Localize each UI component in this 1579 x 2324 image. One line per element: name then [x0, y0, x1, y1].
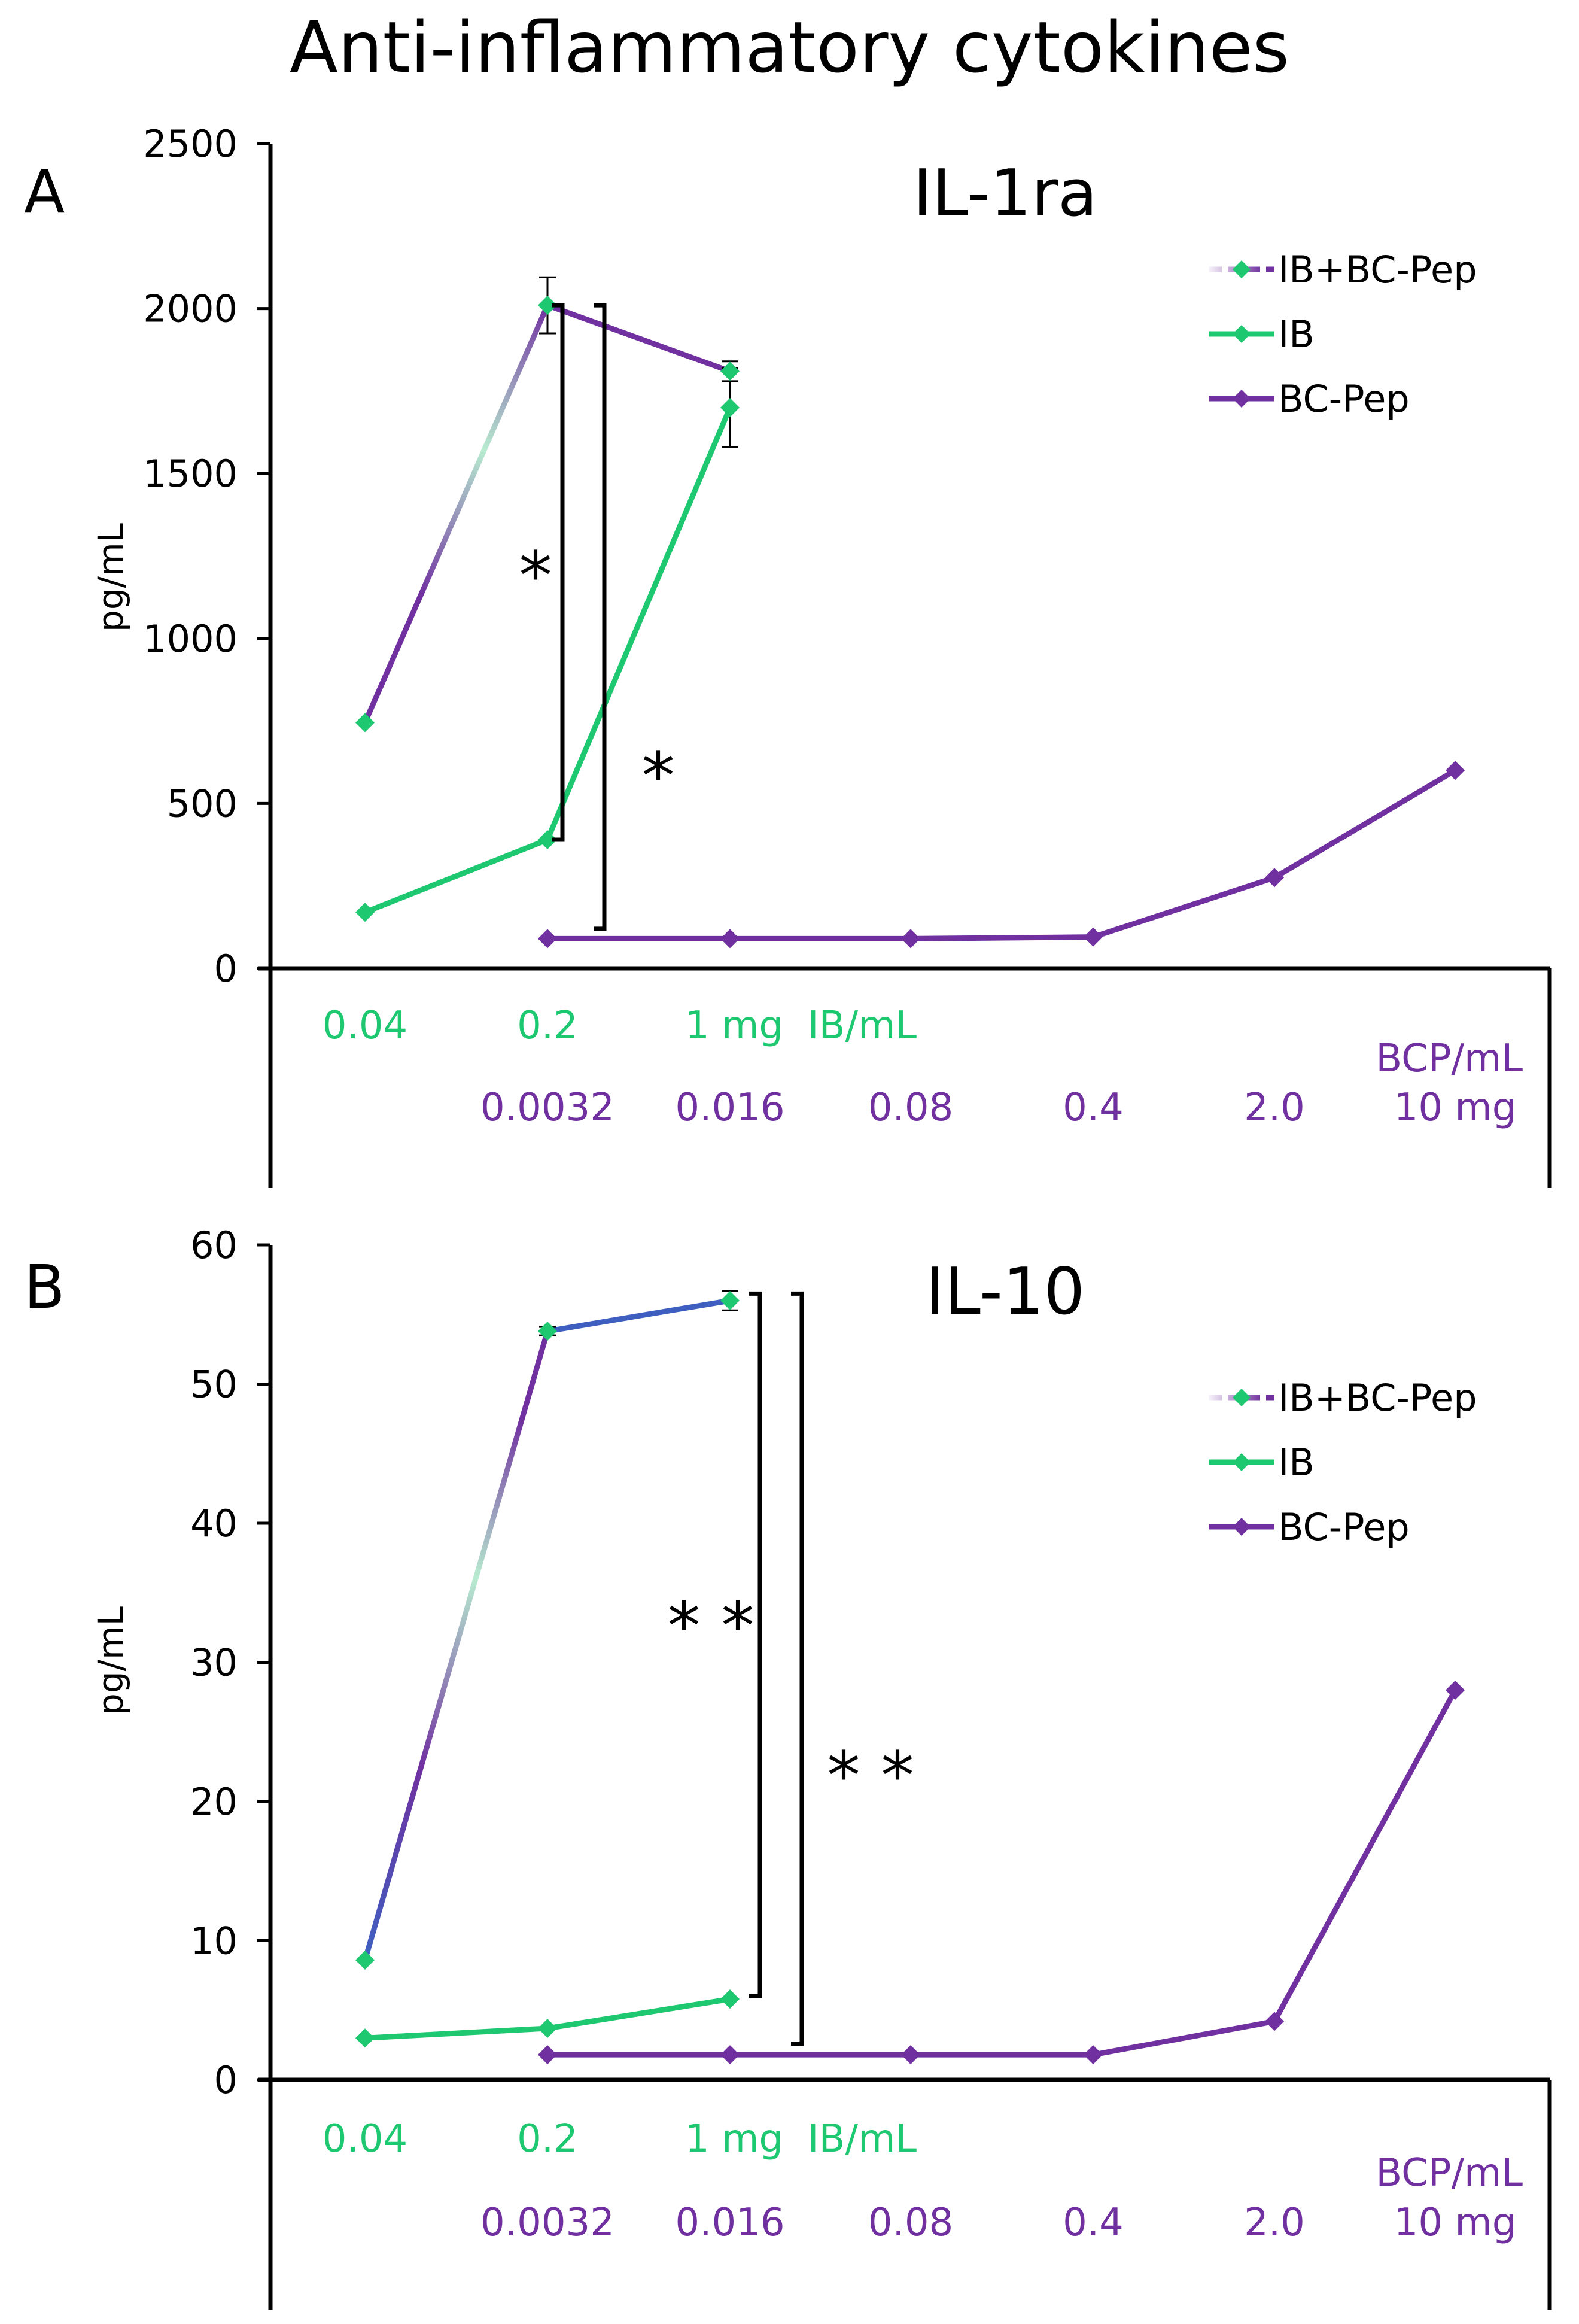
x-label-bcp: 0.08 — [868, 1086, 954, 1130]
legend-item-ib-marker — [1233, 325, 1251, 343]
point-bc-pep — [720, 2045, 740, 2065]
point-bc-pep — [1084, 2045, 1103, 2065]
x-label-bcp: 0.0032 — [480, 1086, 614, 1130]
point-bc-pep — [1084, 927, 1103, 947]
point-ib — [720, 397, 740, 417]
legend-item-ib-label: IB — [1278, 1441, 1315, 1484]
y-tick-label: 500 — [167, 782, 238, 825]
x-label-bcp: 0.08 — [868, 2201, 954, 2245]
y-axis-label: pg/mL — [90, 523, 131, 632]
point-bc-pep — [538, 2045, 557, 2065]
x-label-ib: 0.2 — [517, 1004, 578, 1048]
x-label-ib: 0.2 — [517, 2117, 578, 2161]
point-bc-pep — [538, 929, 557, 949]
panel-label: A — [24, 157, 65, 227]
legend-item-bc-pep-marker — [1233, 390, 1251, 408]
point-bc-pep — [720, 929, 740, 949]
x-label-bcp: 2.0 — [1244, 1086, 1305, 1130]
point-ib — [538, 830, 557, 850]
point-ib — [355, 903, 375, 922]
y-tick-label: 1500 — [143, 452, 238, 496]
point-ib — [355, 2028, 375, 2048]
point-bc-pep — [1446, 761, 1465, 780]
point-ib — [538, 2018, 557, 2038]
significance-label: * — [519, 537, 552, 614]
significance-bracket — [594, 303, 607, 931]
legend-item-bc-pep-marker — [1233, 1518, 1251, 1536]
y-tick-label: 0 — [214, 947, 238, 991]
y-tick-label: 60 — [190, 1223, 238, 1267]
legend-item-ib-marker — [1233, 1453, 1251, 1471]
point-ib-bc-pep — [720, 1291, 740, 1310]
x-label-bcp: 0.4 — [1063, 2201, 1124, 2245]
y-axis-label: pg/mL — [90, 1606, 131, 1715]
legend-item-ib-bc-pep-marker — [1233, 1389, 1251, 1406]
y-tick-label: 1000 — [143, 617, 238, 661]
y-tick-label: 2500 — [143, 122, 238, 166]
point-ib-bc-pep — [355, 713, 375, 733]
x-label-bcp: 0.016 — [675, 2201, 784, 2245]
y-tick-label: 50 — [190, 1363, 238, 1406]
significance-bracket — [791, 1291, 804, 2046]
point-ib-bc-pep — [538, 1322, 557, 1341]
series-line-bc-pep — [547, 1688, 1458, 2058]
point-bc-pep — [901, 929, 920, 949]
legend-item-bc-pep-label: BC-Pep — [1278, 377, 1410, 421]
y-tick-label: 2000 — [143, 287, 238, 331]
series-line-ib-bc-pep — [362, 1330, 550, 1961]
significance-bracket — [749, 1291, 762, 1998]
point-bc-pep — [901, 2045, 920, 2065]
point-ib-bc-pep — [538, 296, 557, 315]
x-label-ib: 0.04 — [323, 2117, 408, 2161]
series-line-bc-pep — [547, 768, 1457, 941]
point-ib-bc-pep — [720, 361, 740, 381]
page-title: Anti-inflammatory cytokines — [289, 6, 1289, 89]
x-unit-bcp: BCP/mL — [1376, 1037, 1523, 1081]
significance-label: * * — [668, 1588, 754, 1664]
panel-title: IL-1ra — [913, 156, 1097, 231]
x-label-ib: 1 mg IB/mL — [685, 2117, 917, 2161]
legend-item-bc-pep-label: BC-Pep — [1278, 1505, 1410, 1549]
series-line-ib-bc-pep — [547, 1298, 731, 1334]
y-tick-label: 0 — [214, 2058, 238, 2102]
significance-label: * — [642, 738, 675, 815]
y-tick-label: 30 — [190, 1641, 238, 1685]
x-label-bcp: 2.0 — [1244, 2201, 1305, 2245]
x-label-bcp: 10 mg — [1394, 2201, 1517, 2245]
y-tick-label: 10 — [190, 1919, 238, 1963]
y-tick-label: 40 — [190, 1502, 238, 1545]
point-ib — [720, 1989, 740, 2009]
y-tick-label: 20 — [190, 1780, 238, 1824]
x-unit-bcp: BCP/mL — [1376, 2151, 1523, 2195]
legend-item-ib-label: IB — [1278, 312, 1315, 356]
point-ib-bc-pep — [355, 1951, 375, 1970]
x-label-bcp: 0.016 — [675, 1086, 784, 1130]
point-bc-pep — [1446, 1681, 1465, 1700]
legend-item-ib-bc-pep-marker — [1233, 260, 1251, 278]
series-line-ib-bc-pep — [546, 302, 731, 374]
x-label-bcp: 0.0032 — [480, 2201, 614, 2245]
significance-label: * * — [827, 1737, 914, 1814]
x-label-bcp: 10 mg — [1394, 1086, 1517, 1130]
point-bc-pep — [1265, 2012, 1284, 2031]
significance-bracket — [552, 303, 565, 842]
x-label-bcp: 0.4 — [1063, 1086, 1124, 1130]
x-label-ib: 1 mg IB/mL — [685, 1004, 917, 1048]
legend-item-ib-bc-pep-label: IB+BC-Pep — [1278, 248, 1477, 291]
x-label-ib: 0.04 — [323, 1004, 408, 1048]
panel-label: B — [24, 1252, 65, 1322]
panel-title: IL-10 — [926, 1254, 1085, 1329]
point-bc-pep — [1265, 868, 1284, 888]
series-line-ib-bc-pep — [362, 304, 550, 724]
legend-item-ib-bc-pep-label: IB+BC-Pep — [1278, 1376, 1477, 1420]
